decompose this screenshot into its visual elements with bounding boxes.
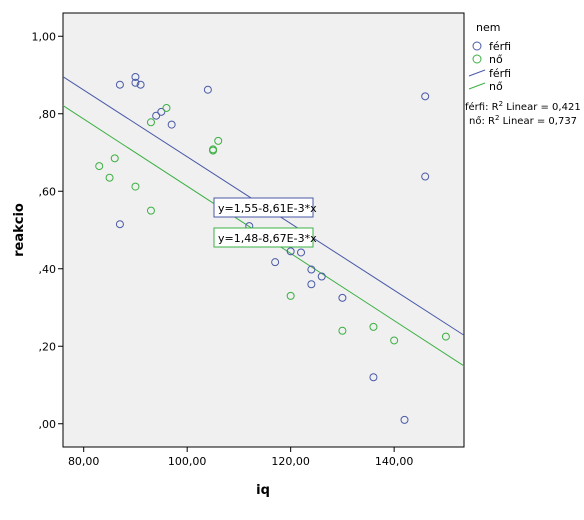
data-point-ferfi xyxy=(167,120,176,129)
data-point-no xyxy=(390,336,399,345)
data-point-ferfi xyxy=(307,280,316,289)
data-point-ferfi xyxy=(307,265,316,274)
r2-no: nő: R2 Linear = 0,737 xyxy=(469,114,577,127)
data-point-ferfi xyxy=(203,85,212,94)
x-tick-label: 100,00 xyxy=(168,455,207,468)
data-point-no xyxy=(95,162,104,171)
data-point-no xyxy=(105,173,114,182)
data-point-no xyxy=(162,103,171,112)
data-point-ferfi xyxy=(115,220,124,229)
data-point-no xyxy=(338,326,347,335)
data-point-no xyxy=(110,154,119,163)
fit-equation-no: y=1,48-8,67E-3*x xyxy=(218,232,317,245)
data-point-ferfi xyxy=(157,107,166,116)
data-point-ferfi xyxy=(317,272,326,281)
fit-equation-ferfi: y=1,55-8,61E-3*x xyxy=(218,202,317,215)
legend-label-ferfi-line: férfi xyxy=(489,67,511,80)
legend-line-ferfi xyxy=(468,69,486,77)
legend-label-no-marker: nő xyxy=(489,53,503,66)
data-point-ferfi xyxy=(338,293,347,302)
x-axis-title: iq xyxy=(256,483,270,498)
r2-ferfi: férfi: R2 Linear = 0,421 xyxy=(465,100,581,113)
data-point-no xyxy=(209,145,218,154)
data-point-no xyxy=(286,291,295,300)
x-tick-label: 120,00 xyxy=(271,455,310,468)
data-point-ferfi xyxy=(369,373,378,382)
data-point-ferfi xyxy=(131,78,140,87)
legend-label-ferfi-marker: férfi xyxy=(489,40,511,53)
y-tick-label: ,20 xyxy=(39,340,57,353)
x-tick-label: 80,00 xyxy=(68,455,100,468)
data-point-ferfi xyxy=(421,172,430,181)
data-point-ferfi xyxy=(400,415,409,424)
y-tick-label: ,80 xyxy=(39,108,57,121)
legend-label-no-line: nő xyxy=(489,80,503,93)
legend-line-no xyxy=(468,82,486,90)
data-point-ferfi xyxy=(297,248,306,257)
data-point-no xyxy=(146,206,155,215)
data-point-no xyxy=(131,182,140,191)
x-tick-label: 140,00 xyxy=(375,455,414,468)
data-point-no xyxy=(369,322,378,331)
fit-label-no: y=1,48-8,67E-3*x xyxy=(213,227,317,248)
data-point-no xyxy=(146,118,155,127)
data-point-ferfi xyxy=(271,258,280,267)
legend: nem férfi nő férfi nő férfi: R2 Linear =… xyxy=(465,21,581,127)
legend-marker-no xyxy=(472,54,482,64)
data-point-ferfi xyxy=(136,80,145,89)
y-tick-label: ,40 xyxy=(39,263,57,276)
data-point-ferfi xyxy=(152,111,161,120)
data-point-ferfi xyxy=(421,92,430,101)
fit-label-ferfi: y=1,55-8,61E-3*x xyxy=(213,197,317,218)
data-point-ferfi xyxy=(286,247,295,256)
y-tick-label: ,60 xyxy=(39,185,57,198)
data-point-ferfi xyxy=(115,80,124,89)
y-axis-title: reakcio xyxy=(12,203,27,257)
legend-title: nem xyxy=(476,21,500,34)
data-point-ferfi xyxy=(131,72,140,81)
y-tick-label: ,00 xyxy=(39,418,57,431)
legend-marker-ferfi xyxy=(472,41,482,51)
data-point-no xyxy=(441,332,450,341)
y-tick-label: 1,00 xyxy=(32,30,57,43)
data-point-no xyxy=(214,136,223,145)
